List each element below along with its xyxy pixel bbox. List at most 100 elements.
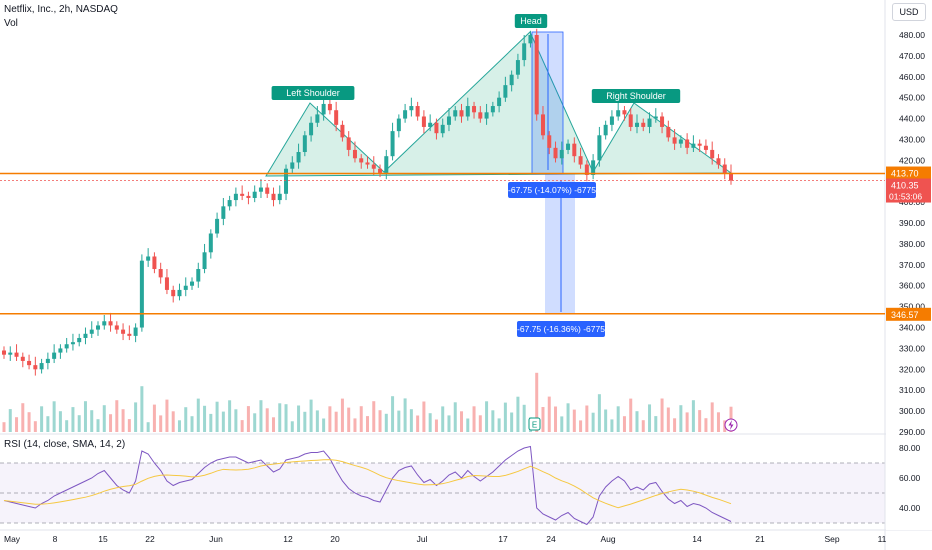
candle-body bbox=[522, 43, 527, 61]
volume-bar bbox=[610, 419, 614, 432]
head-label-bg bbox=[514, 14, 548, 28]
volume-bar bbox=[309, 399, 313, 432]
target-price-badge-bg bbox=[886, 307, 931, 321]
rsi-tick-label: 80.00 bbox=[899, 443, 921, 453]
volume-bar bbox=[109, 414, 113, 432]
candle-body bbox=[246, 195, 251, 198]
price-tick-label: 290.00 bbox=[899, 427, 925, 437]
candle-body bbox=[327, 103, 332, 111]
volume-bar bbox=[152, 404, 156, 432]
volume-bar bbox=[209, 413, 213, 432]
volume-bar bbox=[497, 418, 501, 432]
volume-bar bbox=[422, 401, 426, 432]
candle-body bbox=[58, 348, 63, 353]
candle-body bbox=[572, 143, 577, 157]
candle-body bbox=[603, 124, 608, 136]
candle-body bbox=[45, 358, 50, 364]
candle-body bbox=[578, 156, 583, 165]
volume-bar bbox=[491, 410, 495, 432]
volume-bar bbox=[698, 410, 702, 432]
volume-bar bbox=[666, 407, 670, 432]
price-tick-label: 340.00 bbox=[899, 323, 925, 333]
currency-button[interactable]: USD bbox=[892, 3, 926, 21]
candle-body bbox=[434, 122, 439, 134]
left-shoulder-label: Left Shoulder bbox=[286, 88, 340, 98]
volume-bar bbox=[604, 409, 608, 432]
volume-bar bbox=[447, 415, 451, 432]
candle-body bbox=[697, 143, 702, 146]
candle-body bbox=[83, 333, 88, 338]
volume-bar bbox=[460, 411, 464, 432]
candle-body bbox=[215, 218, 220, 234]
volume-bar bbox=[90, 410, 94, 432]
volume-bar bbox=[177, 420, 181, 432]
volume-bar bbox=[673, 418, 677, 432]
candle-body bbox=[315, 114, 320, 123]
candle-body bbox=[102, 321, 107, 326]
neckline-price-badge: 413.70 bbox=[891, 169, 919, 179]
symbol-title[interactable]: Netflix, Inc., 2h, NASDAQ bbox=[4, 4, 118, 15]
volume-bar bbox=[190, 416, 194, 432]
candle-body bbox=[27, 360, 32, 366]
volume-bar bbox=[2, 422, 6, 432]
candle-body bbox=[146, 256, 151, 261]
candle-body bbox=[202, 252, 207, 270]
current-price-badge-bg bbox=[886, 178, 931, 203]
volume-bar bbox=[215, 401, 219, 432]
candle-body bbox=[227, 200, 232, 207]
candle-body bbox=[183, 285, 188, 290]
candle-body bbox=[177, 289, 182, 297]
time-tick-label: 11 bbox=[878, 534, 887, 544]
volume-bar bbox=[597, 394, 601, 432]
volume-bar bbox=[171, 411, 175, 432]
time-tick-label: Jul bbox=[417, 534, 428, 544]
candle-body bbox=[509, 74, 514, 86]
volume-bar bbox=[403, 398, 407, 432]
measure-label-head-bg bbox=[508, 182, 596, 198]
candle-body bbox=[446, 116, 451, 125]
time-tick-label: 15 bbox=[98, 534, 108, 544]
volume-bar bbox=[478, 415, 482, 432]
volume-bar bbox=[535, 372, 539, 432]
candle-body bbox=[64, 344, 69, 349]
candle-body bbox=[528, 35, 533, 44]
price-tick-label: 360.00 bbox=[899, 281, 925, 291]
candle-body bbox=[653, 116, 658, 119]
candle-body bbox=[20, 356, 25, 361]
volume-bar bbox=[522, 404, 526, 432]
volume-bar bbox=[259, 400, 263, 432]
candle-body bbox=[346, 137, 351, 150]
volume-bar bbox=[127, 419, 131, 432]
volume-bar bbox=[372, 401, 376, 432]
candle-body bbox=[685, 139, 690, 148]
candle-body bbox=[421, 116, 426, 127]
volume-bar bbox=[159, 415, 163, 432]
volume-bar bbox=[134, 402, 138, 432]
volume-bar bbox=[46, 416, 50, 432]
candle-body bbox=[89, 329, 94, 334]
volume-bar bbox=[585, 405, 589, 432]
candle-body bbox=[722, 164, 727, 173]
rsi-line bbox=[3, 445, 732, 526]
candle-body bbox=[584, 164, 589, 175]
volume-indicator-label[interactable]: Vol bbox=[4, 18, 18, 29]
volume-bar bbox=[485, 401, 489, 432]
candle-body bbox=[133, 327, 138, 336]
volume-bar bbox=[641, 420, 645, 432]
rsi-indicator-label[interactable]: RSI (14, close, SMA, 14, 2) bbox=[4, 439, 126, 450]
volume-bar bbox=[347, 407, 351, 432]
candle-body bbox=[503, 85, 508, 98]
volume-bar bbox=[196, 398, 200, 432]
candle-body bbox=[710, 149, 715, 159]
candle-body bbox=[490, 106, 495, 113]
volume-bar bbox=[416, 415, 420, 432]
time-tick-label: 17 bbox=[498, 534, 508, 544]
volume-bar bbox=[384, 413, 388, 432]
candle-body bbox=[428, 122, 433, 127]
candle-body bbox=[271, 193, 276, 201]
price-tick-label: 460.00 bbox=[899, 72, 925, 82]
candle-body bbox=[121, 329, 126, 334]
candle-body bbox=[221, 206, 226, 219]
volume-bar bbox=[165, 399, 169, 432]
